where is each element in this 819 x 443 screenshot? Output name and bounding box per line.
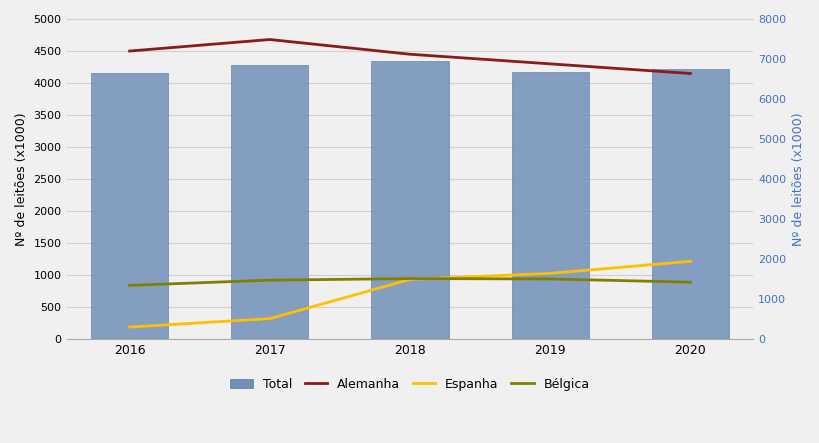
Legend: Total, Alemanha, Espanha, Bélgica: Total, Alemanha, Espanha, Bélgica [224,372,595,397]
Bar [91,74,168,339]
Y-axis label: Nº de leitões (x1000): Nº de leitões (x1000) [791,113,804,246]
Bar [651,69,728,339]
Y-axis label: Nº de leitões (x1000): Nº de leitões (x1000) [15,113,28,246]
Bar [371,61,448,339]
Bar [511,72,588,339]
Bar [231,65,308,339]
